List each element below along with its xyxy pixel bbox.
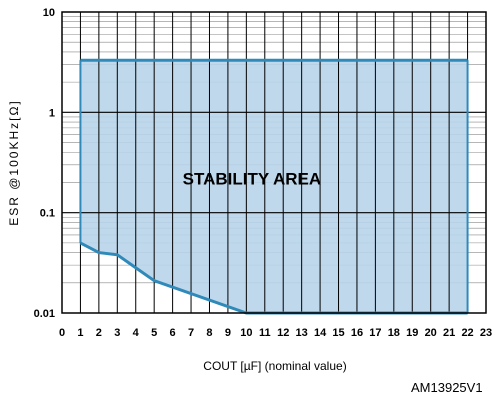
x-tick-label: 15 <box>332 327 344 339</box>
x-tick-label: 20 <box>425 327 437 339</box>
x-tick-label: 12 <box>277 327 289 339</box>
x-tick-label: 0 <box>59 327 65 339</box>
stability-area-label: STABILITY AREA <box>183 170 322 189</box>
plot-frame <box>61 11 487 314</box>
y-tick-labels: 10 1 0.1 0.01 <box>34 7 55 320</box>
x-tick-label: 11 <box>259 327 271 339</box>
x-tick-label: 2 <box>96 327 102 339</box>
major-grid <box>62 12 486 313</box>
x-tick-label: 18 <box>388 327 400 339</box>
x-tick-label: 10 <box>240 327 252 339</box>
y-tick-label: 0.01 <box>34 308 55 320</box>
x-tick-label: 17 <box>369 327 381 339</box>
x-tick-label: 13 <box>296 327 308 339</box>
x-tick-label: 3 <box>114 327 120 339</box>
x-tick-label: 16 <box>351 327 363 339</box>
x-tick-label: 22 <box>461 327 473 339</box>
y-tick-label: 0.1 <box>40 208 55 220</box>
x-tick-label: 7 <box>188 327 194 339</box>
figure-code: AM13925V1 <box>411 380 483 395</box>
x-axis-title: COUT [µF] (nominal value) <box>203 359 346 373</box>
x-tick-label: 19 <box>406 327 418 339</box>
y-tick-label: 10 <box>43 7 55 19</box>
x-tick-label: 4 <box>133 327 140 339</box>
x-tick-label: 9 <box>225 327 231 339</box>
x-tick-label: 6 <box>170 327 176 339</box>
x-tick-label: 1 <box>77 327 83 339</box>
x-tick-labels: 0 1 2 3 4 5 6 7 8 9 10 11 12 13 14 15 16 17 18 19 20 21 22 23 <box>59 327 492 339</box>
x-tick-label: 21 <box>443 327 455 339</box>
x-tick-label: 23 <box>480 327 492 339</box>
y-tick-label: 1 <box>49 107 55 119</box>
x-tick-label: 5 <box>151 327 157 339</box>
y-axis-title: ESR @100KHz[Ω] <box>7 99 21 226</box>
x-tick-label: 14 <box>314 327 327 339</box>
x-tick-label: 8 <box>206 327 212 339</box>
